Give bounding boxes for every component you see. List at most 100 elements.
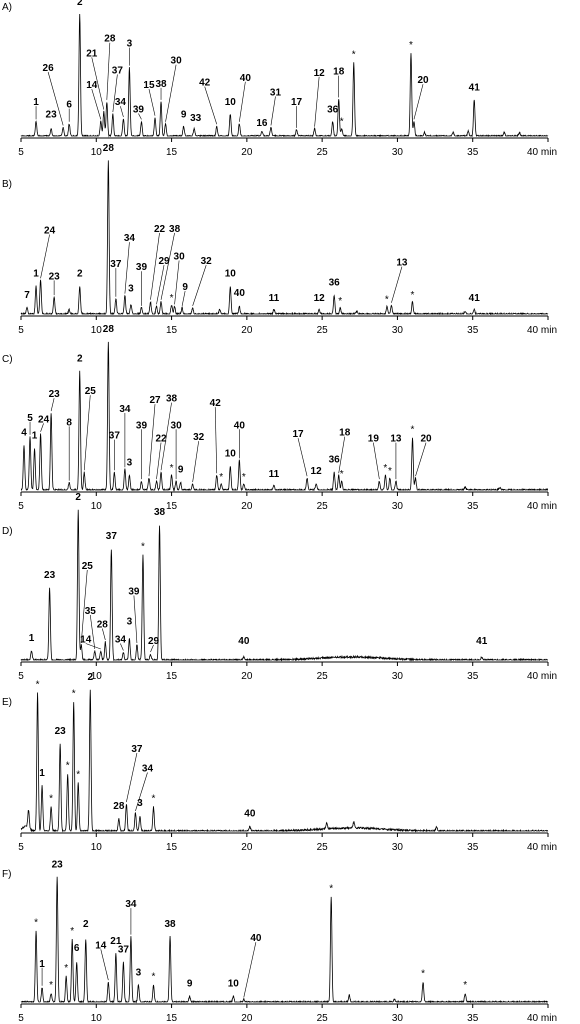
peak-label: 3 [127,457,133,468]
panel-e: E) 5 10 15 20 25 30 35 40 min * 1 * 23 * * * 2 28 37 34 3 * 40 [2,672,557,853]
peak-leader-line [126,752,138,803]
peak-label: 2 [77,268,83,279]
impurity-marker: * [388,466,392,477]
peak-label: 22 [155,434,167,445]
impurity-marker: * [340,117,344,128]
x-tick-label: 15 [166,147,178,158]
peak-label: 4 [21,428,27,439]
peak-label: 10 [225,268,237,279]
panel-letter: E) [2,697,12,708]
peak-label: 23 [44,570,56,581]
x-tick-label: 40 min [527,671,557,682]
peak-label: 36 [329,454,341,465]
chromatogram-trace [20,876,549,1004]
peak-label: 3 [128,284,134,295]
peak-leader-line [148,89,156,116]
panel-letter: B) [2,179,12,190]
peak-leader-line [314,76,320,127]
peak-label: 28 [103,143,115,154]
peak-label: 6 [74,943,80,954]
peak-label: 39 [136,262,148,273]
peak-label: 14 [86,80,98,91]
impurity-marker: * [49,980,53,991]
peak-leader-line [40,234,50,279]
peak-label: 41 [469,293,481,304]
peak-leader-line [120,106,124,118]
peak-label: 32 [201,256,213,267]
peak-label: 29 [158,256,170,267]
peak-leader-line [138,113,142,120]
peak-label: 27 [149,395,161,406]
peak-leader-line [150,232,160,300]
peak-label: 34 [119,404,131,415]
peak-label: 30 [174,252,186,263]
peak-label: 21 [86,48,98,59]
peak-leader-line [160,402,172,471]
x-tick-label: 5 [18,147,24,158]
peak-label: 38 [166,394,178,405]
x-tick-label: 20 [241,325,253,336]
x-tick-label: 35 [467,842,479,853]
peak-label: 22 [154,224,166,235]
peak-label: 2 [77,354,83,365]
x-tick-label: 25 [317,501,329,512]
peak-label: 34 [142,764,154,775]
peak-label: 1 [39,768,45,779]
impurity-marker: * [411,425,415,436]
peak-label: 30 [171,56,183,67]
panel-c: C)5 10 15 20 25 30 35 40 min4512423822528373433… [2,324,557,512]
peak-leader-line [338,436,346,474]
peak-leader-line [85,643,101,650]
peak-label: 23 [49,389,61,400]
peak-label: 11 [269,469,280,480]
peak-leader-line [156,442,162,480]
impurity-marker: * [36,680,40,691]
peak-leader-line [192,441,199,483]
peak-label: 13 [396,258,408,269]
peak-leader-line [150,644,154,653]
peak-label: 15 [143,80,155,91]
peak-leader-line [148,404,156,477]
peak-label: 1 [33,268,39,279]
peak-label: 39 [136,420,148,431]
peak-leader-line [413,84,424,120]
peak-label: 24 [44,226,56,237]
peak-label: 39 [133,104,145,115]
peak-label: 26 [43,63,55,74]
x-tick-label: 25 [317,671,329,682]
peak-leader-line [91,57,105,110]
peak-label: 34 [115,97,127,108]
peak-label: 21 [110,936,122,947]
peak-label: 10 [225,97,237,108]
peak-label: 40 [234,420,246,431]
peak-label: 29 [148,636,160,647]
peak-leader-line [156,265,165,305]
peak-label: 42 [210,398,222,409]
chromatogram-trace [20,341,549,492]
impurity-marker: * [219,472,223,483]
peak-label: 38 [154,507,166,518]
peak-label: 23 [52,859,64,870]
peak-label: 17 [292,429,304,440]
peak-leader-line [120,643,124,651]
peak-label: 2 [83,919,89,930]
impurity-marker: * [76,770,80,781]
peak-label: 9 [178,465,184,476]
x-tick-label: 20 [241,147,253,158]
peak-leader-line [160,232,175,300]
peak-label: 38 [169,224,181,235]
peak-label: 9 [181,109,187,120]
peak-label: 40 [240,73,252,84]
peak-label: 1 [29,633,35,644]
x-tick-label: 30 [392,501,404,512]
peak-label: 24 [38,414,50,425]
peak-label: 40 [244,809,256,820]
peak-leader-line [373,442,380,480]
x-tick-label: 10 [91,1013,103,1024]
peak-leader-line [239,81,246,122]
x-tick-label: 10 [91,501,103,512]
x-tick-label: 35 [467,501,479,512]
peak-label: 38 [155,79,167,90]
peak-label: 20 [420,434,432,445]
